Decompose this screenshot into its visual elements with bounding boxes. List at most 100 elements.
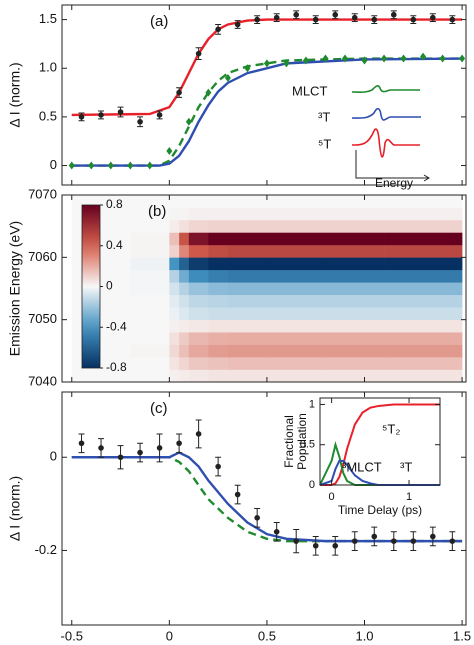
heatmap-cell <box>325 357 385 370</box>
plot-frame <box>61 4 467 186</box>
heatmap-cell <box>169 357 180 370</box>
x-axis-label: Time Delay (ps) <box>338 503 422 517</box>
x-axis-label: Time Delay (ps) <box>215 644 313 645</box>
heatmap-cell <box>325 219 385 233</box>
marker <box>293 538 300 544</box>
marker <box>254 515 260 521</box>
heatmap-cell <box>227 357 268 370</box>
marker <box>449 538 456 544</box>
colorbar <box>81 204 101 369</box>
heatmap-cell <box>71 195 131 208</box>
heatmap-cell <box>188 232 209 246</box>
heatmap-cell <box>130 344 170 358</box>
y-tick-label: 1 <box>309 398 315 410</box>
marker <box>215 26 221 33</box>
marker <box>117 109 124 115</box>
marker <box>244 64 251 73</box>
heatmap-cell <box>179 307 190 320</box>
marker <box>400 54 407 63</box>
y-tick-label: 7040 <box>28 373 57 388</box>
marker <box>459 54 466 63</box>
heatmap-cell <box>325 294 385 308</box>
legend-spectrum <box>351 128 420 158</box>
heatmap-cell <box>266 357 326 370</box>
heatmap-cell <box>266 257 326 271</box>
heatmap-cell <box>179 195 190 208</box>
heatmap-cell <box>227 244 268 258</box>
x-tick-label: 1.0 <box>355 628 373 643</box>
heatmap-cell <box>266 319 326 333</box>
curve-label: ³MLCT <box>342 459 382 474</box>
heatmap-cell <box>169 307 180 320</box>
y-tick-label: 1.0 <box>39 60 57 75</box>
marker <box>156 445 163 451</box>
heatmap-cell <box>71 257 131 271</box>
heatmap-cell <box>169 244 180 258</box>
curve-label: ³T <box>400 459 412 474</box>
marker <box>361 56 368 65</box>
marker <box>185 117 192 126</box>
heatmap-cell <box>208 357 229 370</box>
heatmap-cell <box>179 357 190 370</box>
heatmap-cell <box>384 282 463 296</box>
heatmap-cell <box>179 244 190 258</box>
marker <box>302 56 309 65</box>
marker <box>263 59 270 68</box>
marker <box>381 54 388 63</box>
heatmap-cell <box>188 257 209 271</box>
heatmap-cell <box>179 219 190 233</box>
marker <box>293 11 300 18</box>
y-tick-label: 1.5 <box>39 11 57 26</box>
heatmap-cell <box>179 319 190 333</box>
heatmap-cell <box>208 332 229 345</box>
heatmap-cell <box>384 319 463 333</box>
heatmap-cell <box>71 219 131 233</box>
marker <box>205 88 212 97</box>
y-tick-label: 0.5 <box>39 108 57 123</box>
y-axis-label: Emission Energy (eV) <box>7 221 23 356</box>
x-tick-label: 0 <box>166 628 173 643</box>
heatmap-cell <box>130 369 170 383</box>
heatmap-cell <box>384 257 463 271</box>
y-axis-label: Fractional <box>282 415 296 468</box>
heatmap-cell <box>71 269 131 283</box>
heatmap-cell <box>208 282 229 296</box>
heatmap-cell <box>266 282 326 296</box>
marker <box>176 440 182 447</box>
heatmap-cell <box>188 319 209 333</box>
legend-spectrum <box>351 85 420 93</box>
heatmap-cell <box>179 232 190 246</box>
heatmap-cell <box>130 332 170 345</box>
heatmap-cell <box>384 232 463 246</box>
heatmap-cell <box>227 319 268 333</box>
energy-axis <box>355 150 430 182</box>
heatmap-cell <box>325 207 385 221</box>
heatmap-cell <box>266 369 326 383</box>
heatmap-cell <box>325 244 385 258</box>
heatmap-cell <box>188 269 209 283</box>
heatmap-cell <box>325 282 385 296</box>
marker <box>332 11 339 18</box>
heatmap-cell <box>130 195 170 208</box>
colorbar-tick-label: 0.8 <box>106 197 123 211</box>
heatmap-cell <box>266 344 326 358</box>
legend-spectrum <box>351 107 421 121</box>
heatmap-cell <box>266 219 326 233</box>
heatmap-cell <box>384 269 463 283</box>
heatmap-cell <box>188 357 209 370</box>
marker <box>68 161 75 170</box>
heatmap-cell <box>227 307 268 320</box>
heatmap-cell <box>384 332 463 345</box>
heatmap-cell <box>227 332 268 345</box>
x-tick-label: 0 <box>329 491 335 503</box>
y-axis-label: Δ I (norm.) <box>7 62 23 127</box>
y-tick-label: 7050 <box>28 311 57 326</box>
heatmap-cell <box>227 369 268 383</box>
heatmap-cell <box>208 244 229 258</box>
heatmap-cell <box>384 344 463 358</box>
panel-label: (c) <box>150 400 168 417</box>
inset-background <box>320 398 440 485</box>
inset-frame <box>319 397 441 486</box>
heatmap-cell <box>179 344 190 358</box>
y-tick-label: 0.5 <box>300 439 315 451</box>
